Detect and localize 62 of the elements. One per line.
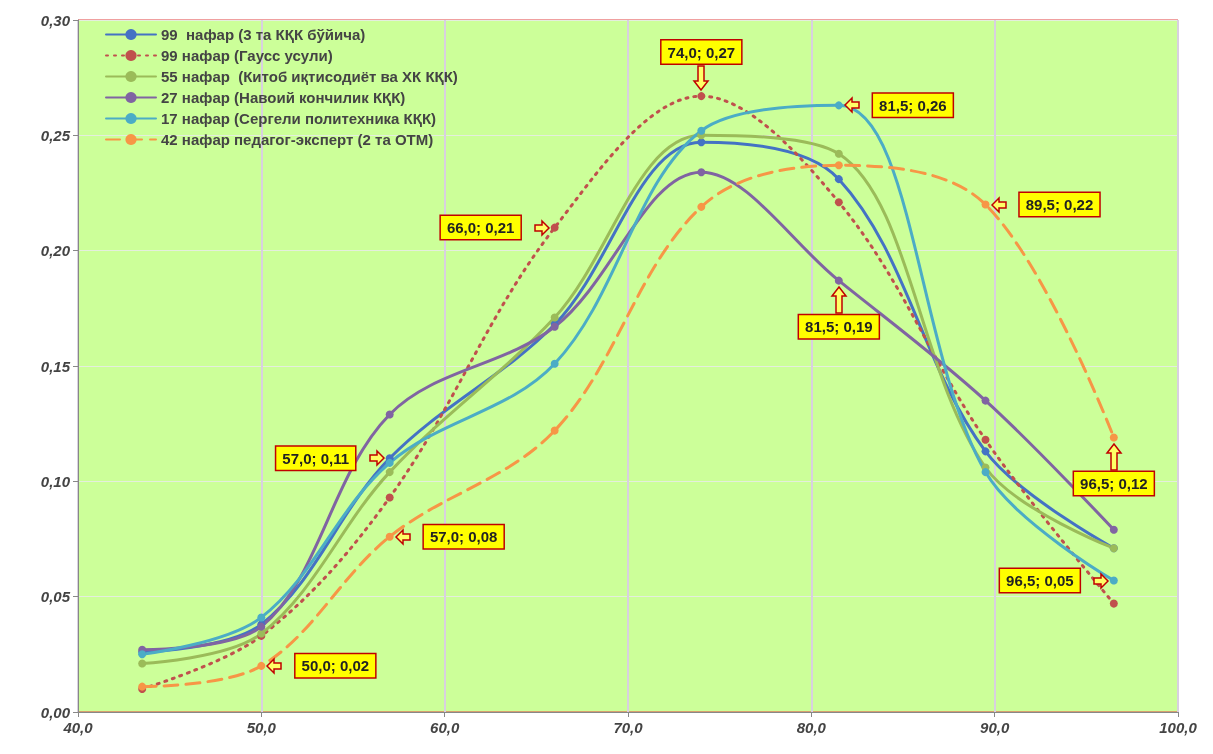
point [385, 410, 394, 419]
point [257, 661, 266, 670]
point [550, 359, 559, 368]
point [981, 447, 990, 456]
y-tick-label: 0,30 [40, 11, 71, 29]
point [257, 613, 266, 622]
legend-label: 99 нафар (Гаусс усули) [161, 47, 333, 64]
legend-label: 99 нафар (3 та КҚК бўйича) [161, 26, 366, 43]
point [834, 101, 843, 110]
point [697, 92, 706, 101]
annotation: 66,0; 0,21 [446, 219, 515, 237]
point [385, 532, 394, 541]
annotation: 50,0; 0,02 [301, 657, 370, 675]
annotation: 74,0; 0,27 [667, 43, 736, 61]
y-tick-label: 0,00 [40, 703, 71, 721]
y-tick-label: 0,20 [40, 242, 71, 260]
point [385, 468, 394, 477]
legend-label: 17 нафар (Сергели политехника КҚК) [161, 110, 437, 127]
annotation: 96,5; 0,12 [1080, 475, 1148, 493]
point [981, 468, 990, 477]
point [550, 313, 559, 322]
point [697, 168, 706, 177]
point [1109, 599, 1118, 608]
x-tick-label: 80,0 [796, 719, 827, 736]
point [550, 426, 559, 435]
x-tick-label: 100,0 [1159, 719, 1198, 736]
legend-label: 55 нафар (Китоб иқтисодиёт ва ХК КҚК) [161, 68, 458, 85]
point [138, 659, 147, 668]
y-tick-label: 0,10 [40, 472, 71, 490]
point [1109, 525, 1118, 534]
annotation: 96,5; 0,05 [1006, 572, 1074, 590]
x-tick-label: 70,0 [613, 719, 644, 736]
point [550, 223, 559, 232]
point [834, 149, 843, 158]
y-tick-label: 0,25 [40, 126, 71, 144]
y-tick-label: 0,05 [40, 588, 71, 606]
annotation: 89,5; 0,22 [1025, 196, 1094, 214]
annotation: 57,0; 0,11 [282, 449, 350, 467]
point [385, 493, 394, 502]
x-tick-label: 50,0 [246, 719, 277, 736]
point [834, 161, 843, 170]
annotation: 57,0; 0,08 [429, 528, 498, 546]
legend-label: 42 нафар педагог-эксперт (2 та ОТМ) [161, 131, 434, 148]
y-tick-label: 0,15 [40, 357, 71, 375]
point [834, 175, 843, 184]
point [834, 198, 843, 207]
point [834, 276, 843, 285]
annotation: 81,5; 0,26 [879, 96, 947, 114]
point [697, 138, 706, 147]
point [385, 458, 394, 467]
point [981, 200, 990, 209]
point [981, 396, 990, 405]
x-tick-label: 60,0 [430, 719, 460, 736]
x-tick-label: 40,0 [62, 719, 94, 736]
point [697, 202, 706, 211]
legend-label: 27 нафар (Навоий кончилик КҚК) [161, 89, 406, 106]
x-tick-label: 90,0 [980, 719, 1010, 736]
point [1109, 433, 1118, 442]
point [1109, 576, 1118, 585]
point [981, 435, 990, 444]
point [697, 126, 706, 135]
annotation: 81,5; 0,19 [805, 318, 873, 336]
